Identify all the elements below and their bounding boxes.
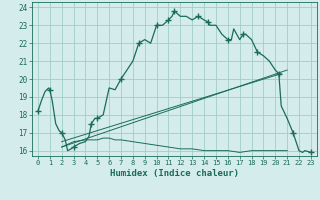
X-axis label: Humidex (Indice chaleur): Humidex (Indice chaleur) — [110, 169, 239, 178]
